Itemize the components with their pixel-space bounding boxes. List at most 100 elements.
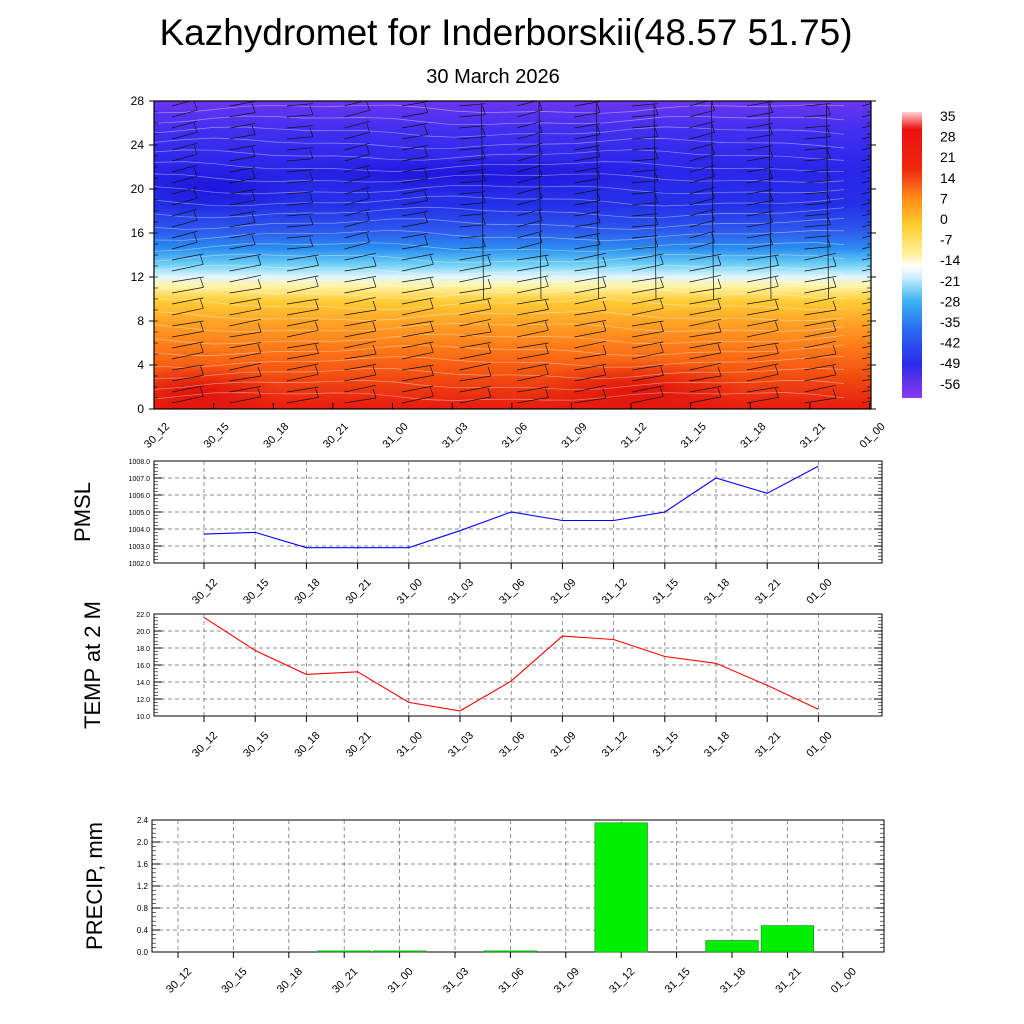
wind-barb-flag [654,105,659,115]
wind-barb [861,257,871,261]
precip-bar [594,822,648,953]
wind-barb-flag [193,189,198,199]
wind-barb [631,395,664,404]
x-tick-label: 30_18 [261,421,291,451]
wind-barb [861,312,871,316]
wind-barb [229,375,262,382]
contour-line [154,137,845,150]
wind-barb [459,125,486,129]
wind-barb [861,291,871,294]
wind-barb [746,329,779,338]
y-axis-title: PRECIP, mm [82,822,107,950]
x-tick-label: 30_12 [164,966,194,996]
wind-barb [401,134,428,140]
wind-barb [171,142,198,151]
wind-barb-shaft [653,102,657,300]
wind-barb [804,397,837,404]
wind-barb [286,329,319,338]
wind-barb-flag [257,366,262,377]
wind-barb [689,342,722,349]
wind-barb [171,287,204,294]
wind-barb [286,191,313,195]
wind-barb [631,125,658,129]
x-tick-label: 31_21 [798,421,828,451]
wind-barb [171,230,198,239]
y-tick-label: 20.0 [136,629,150,636]
wind-barb-flag [424,169,428,179]
contour-line [154,230,845,241]
contour-line [154,323,845,333]
y-tick-label: 14.0 [136,680,150,687]
wind-barb [516,131,543,140]
wind-barb [861,136,871,140]
wind-barb [746,275,779,283]
wind-barb [574,134,601,140]
contour-line [154,367,845,380]
wind-barb-flag [251,169,256,179]
wind-barb [286,125,313,129]
wind-barb [631,169,658,173]
wind-barb [689,287,722,294]
wind-barb-flag [884,189,887,198]
wind-barb [344,265,377,272]
wind-barb-flag [717,278,722,289]
wind-barb [574,123,601,129]
wind-barb [804,296,836,305]
wind-barb [286,136,313,140]
x-tick-label: 01_00 [829,966,859,996]
wind-barb [574,189,601,195]
contour-line [154,253,845,264]
wind-barb-flag [774,365,779,375]
x-tick-label: 31_21 [753,577,783,607]
wind-barb-flag [251,103,256,113]
wind-barb-flag [372,388,377,399]
wind-barb [344,197,370,206]
wind-barb [804,191,831,195]
colorbar-label: 7 [940,190,948,206]
wind-barb-flag [891,278,894,287]
wind-barb [171,186,198,195]
wind-barb [861,324,871,327]
wind-barb-flag [654,149,659,159]
wind-barb-flag [424,191,428,201]
wind-barb [631,103,658,107]
wind-barb [804,265,837,272]
cross-section-x-axis: 30_12 30_15 30_18 30_21 31_00 31_03 31_06 31_09… [142,403,888,451]
wind-barb-flag [424,147,428,157]
wind-barb-flag [659,255,664,265]
x-tick-label: 31_03 [441,966,471,996]
wind-barb [516,329,549,338]
wind-barb-flag [193,145,198,155]
wind-barb [574,211,601,217]
wind-barb [631,158,658,162]
y-tick-label: 1.6 [137,860,149,869]
y-tick-label: 2.0 [137,838,149,847]
y-tick-label: 2.4 [137,816,149,825]
wind-barb-flag [315,256,319,266]
wind-barb [861,379,871,382]
colorbar-label: -21 [940,273,960,289]
wind-barb [746,285,779,294]
wind-barb-flag [827,171,831,181]
wind-barb-flag [257,299,262,310]
wind-barb [746,353,779,360]
wind-barb-flag [199,299,204,309]
contour-line [154,392,845,401]
wind-barb-flag [193,233,198,243]
y-tick-label: 20 [131,182,145,196]
wind-barb [689,318,721,327]
contour-line [154,264,845,276]
wind-barb-flag [200,322,204,332]
wind-barb-flag [199,255,204,265]
wind-barb-flag [545,256,549,266]
wind-barb-flag [487,278,492,289]
wind-barb-flag [832,256,837,267]
wind-barb [574,101,601,107]
wind-barb-flag [315,388,319,398]
wind-barb-flag [482,193,486,203]
x-tick-label: 31_03 [446,730,476,760]
wind-barb [401,320,434,327]
wind-barb [459,396,491,404]
x-tick-label: 30_21 [330,966,360,996]
wind-barb-flag [430,278,434,288]
